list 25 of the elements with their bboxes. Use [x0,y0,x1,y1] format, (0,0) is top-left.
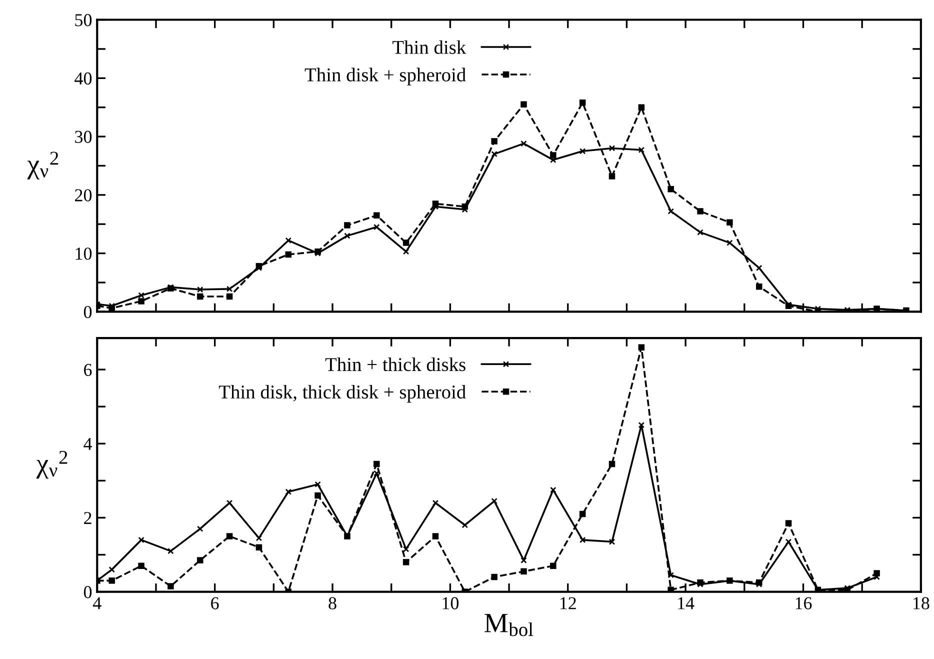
x-tick-label: 16 [796,597,812,610]
x-tick-label: 4 [92,597,102,610]
x-axis-title: M$_{bol}$ [484,614,534,636]
y-tick-label: 30 [75,130,92,143]
y-tick-label: 50 [75,14,92,26]
legend-label: Thin + thick disks [325,357,466,372]
y-tick-label: 40 [74,72,92,85]
x-tick-label: 14 [678,597,694,610]
y-axis-title: χ$_{ν}$$^{2}$ [27,152,58,180]
x-tick-label: 12 [560,597,576,610]
y-tick-label: 2 [84,512,92,524]
y-tick-label: 0 [84,586,92,598]
legend-label: Thin disk, thick disk + spheroid [218,384,466,403]
y-tick-label: 6 [84,364,92,376]
y-axis-title: χ$_{ν}$$^{2}$ [36,450,68,479]
y-tick-label: 20 [75,189,92,202]
legend-label: Thin disk [392,40,466,54]
y-tick-label: 0 [84,306,92,318]
x-tick-label: 8 [328,597,336,610]
y-tick-label: 10 [76,248,92,260]
legend-label: Thin disk + spheroid [304,68,466,86]
x-tick-label: 18 [913,597,930,610]
y-tick-label: 4 [84,438,92,450]
x-tick-label: 10 [442,597,459,610]
x-tick-label: 6 [211,597,219,610]
